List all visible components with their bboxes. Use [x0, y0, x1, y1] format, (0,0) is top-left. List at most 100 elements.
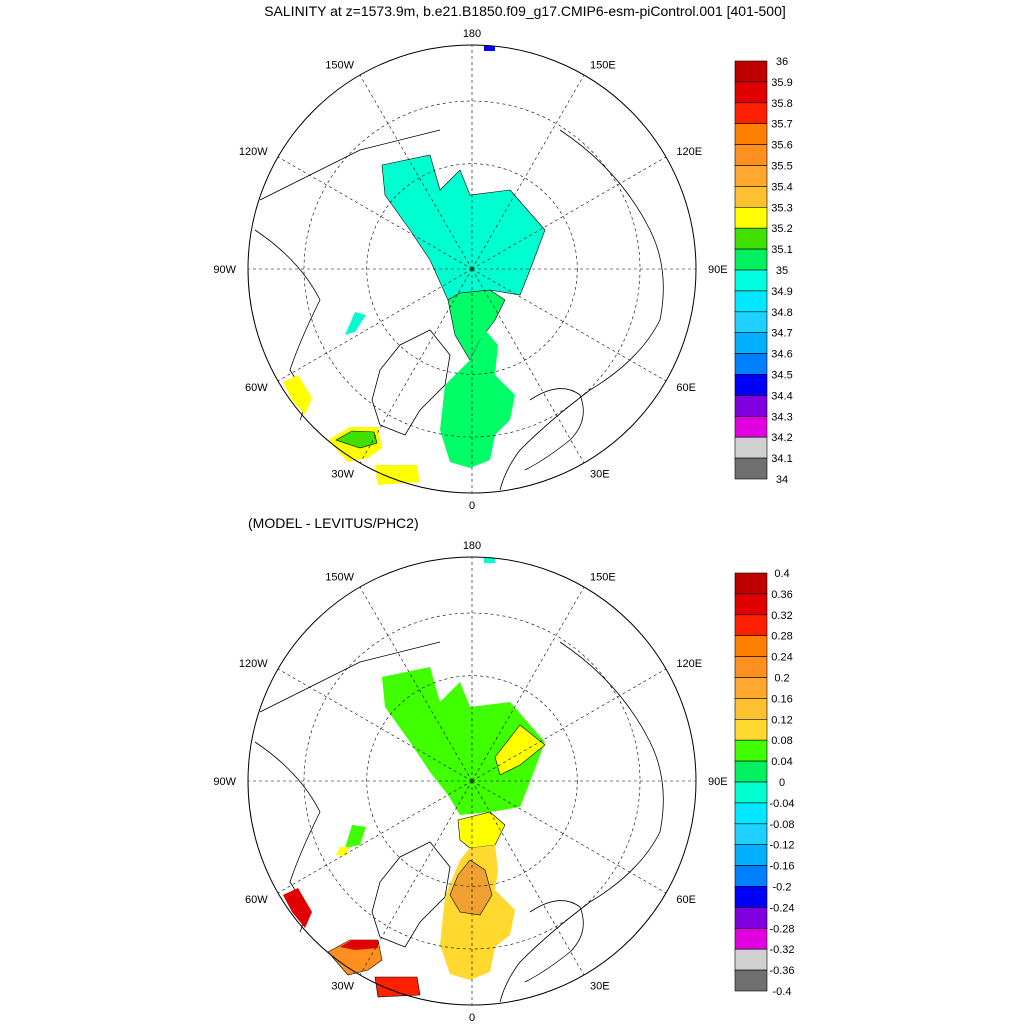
meridian-line [471, 74, 585, 270]
colorbar-tick-label: 0.16 [771, 693, 792, 705]
colorbar-tick-label: 35.4 [771, 181, 792, 193]
labrador-sea-region [283, 888, 312, 928]
colorbar-tick-label: 0.32 [771, 610, 792, 622]
salinity-fill-regions [283, 46, 546, 485]
colorbar-swatch [734, 165, 768, 187]
greenland-sea-core-region [449, 859, 493, 916]
colorbar-swatch [734, 415, 768, 438]
colorbar-tick-label: 35.1 [771, 244, 792, 256]
map-graticule: 180 150E 120E 90E 60E 30E 0 30W 60W 90W 120W 150W [213, 28, 727, 512]
nordic-seas-region [440, 330, 515, 468]
meridian-line [277, 668, 473, 782]
colorbar-tick-label: 35.5 [771, 161, 792, 173]
longitude-label: 30W [331, 468, 354, 480]
longitude-label: 30W [331, 980, 354, 992]
eurasia-coast [499, 129, 664, 491]
iceland-basin-region [375, 465, 420, 485]
salinity-colorbar: 36 35.9 35.8 35.7 35.6 35.5 35.4 35.3 35.2 35.1 35… [734, 56, 793, 486]
colorbar-tick-label: 0.28 [771, 631, 792, 643]
colorbar-tick-label: 34.9 [771, 286, 792, 298]
colorbar-swatch [734, 969, 768, 992]
colorbar-swatch [734, 436, 768, 459]
meridian-line [471, 268, 585, 464]
colorbar-swatch [734, 248, 768, 271]
map-graticule: 180 150E 120E 90E 60E 30E 0 30W 60W 90W 120W 150W [213, 540, 727, 1024]
colorbar-swatch [734, 374, 768, 396]
colorbar-swatch [734, 865, 768, 887]
colorbar-swatch [734, 739, 768, 762]
longitude-label: 150E [590, 572, 616, 584]
irminger-core-region [335, 430, 378, 449]
colorbar-tick-label: 0.12 [771, 714, 792, 726]
colorbar-tick-label: -0.24 [769, 902, 794, 914]
colorbar-swatch [734, 290, 768, 313]
map-border [247, 556, 697, 1006]
longitude-label: 120W [239, 146, 268, 158]
colorbar-swatch [734, 457, 768, 480]
figure-title: SALINITY at z=1573.9m, b.e21.B1850.f09_g… [264, 3, 786, 19]
colorbar-tick-label: -0.36 [769, 965, 794, 977]
colorbar-swatch [734, 907, 768, 929]
irminger-rim-region [340, 940, 378, 950]
colorbar-swatch [734, 802, 768, 825]
bering-dot-region [484, 46, 495, 51]
longitude-label: 180 [463, 540, 481, 552]
longitude-label: 90W [213, 776, 236, 788]
longitude-label: 30E [590, 980, 610, 992]
colorbar-swatch [734, 572, 768, 595]
colorbar-swatch [734, 60, 768, 83]
longitude-label: 120W [239, 658, 268, 670]
longitude-label: 120E [676, 658, 702, 670]
colorbar-swatch [734, 614, 768, 636]
meridian-line [471, 268, 667, 382]
colorbar-tick-label: -0.08 [769, 819, 794, 831]
colorbar-swatch [734, 844, 768, 866]
colorbar-tick-label: -0.16 [769, 861, 794, 873]
salinity-difference-fill-regions [283, 558, 546, 998]
labrador-sea-region [283, 375, 312, 415]
colorbar-tick-label: -0.12 [769, 840, 794, 852]
longitude-label: 90E [708, 264, 728, 276]
longitude-label: 150W [325, 572, 354, 584]
colorbar-tick-label: 35.6 [771, 140, 792, 152]
central-arctic-region [381, 154, 546, 301]
colorbar-tick-label: 0.24 [771, 652, 792, 664]
colorbar-tick-label: 34.3 [771, 411, 792, 423]
colorbar-swatch [734, 186, 768, 208]
longitude-label: 30E [590, 468, 610, 480]
model-salinity-map-panel: 180 150E 120E 90E 60E 30E 0 30W 60W 90W 120W 150W 3… [213, 28, 792, 512]
colorbar-swatch [734, 718, 768, 741]
meridian-line [471, 156, 667, 270]
meridian-line [277, 156, 473, 270]
baffin-south-region [336, 847, 350, 856]
meridian-line [359, 780, 473, 976]
eurasia-coast [499, 641, 664, 1003]
difference-colorbar: 0.4 0.36 0.32 0.28 0.24 0.2 0.16 0.12 0.08 0.04 0 -… [734, 568, 795, 998]
meridian-line [277, 780, 473, 894]
colorbar-tick-label: 0.08 [771, 735, 792, 747]
longitude-label: 60E [676, 894, 696, 906]
longitude-label: 150E [590, 60, 616, 72]
longitude-label: 150W [325, 60, 354, 72]
meridian-line [471, 780, 585, 976]
meridian-line [277, 268, 473, 382]
colorbar-swatch [734, 332, 768, 354]
colorbar-tick-label: 0.36 [771, 589, 792, 601]
colorbar-swatch [734, 81, 768, 104]
colorbar-tick-label: 34.5 [771, 370, 792, 382]
colorbar-tick-label: 34.6 [771, 349, 792, 361]
fram-strait-region [447, 289, 506, 361]
meridian-line [471, 780, 667, 894]
longitude-label: 180 [463, 28, 481, 40]
model-minus-levitus-map-panel: 180 150E 120E 90E 60E 30E 0 30W 60W 90W 120W 150W 0… [213, 540, 794, 1024]
longitude-label: 60W [245, 894, 268, 906]
colorbar-tick-label: 35.7 [771, 119, 792, 131]
colorbar-swatch [734, 886, 768, 908]
colorbar-swatch [734, 102, 768, 125]
meridian-line [471, 586, 585, 782]
colorbar-tick-label: 0.04 [771, 756, 792, 768]
colorbar-swatch [734, 677, 768, 699]
colorbar-tick-label: 0.2 [774, 673, 789, 685]
baffin-bay-region [345, 825, 366, 848]
